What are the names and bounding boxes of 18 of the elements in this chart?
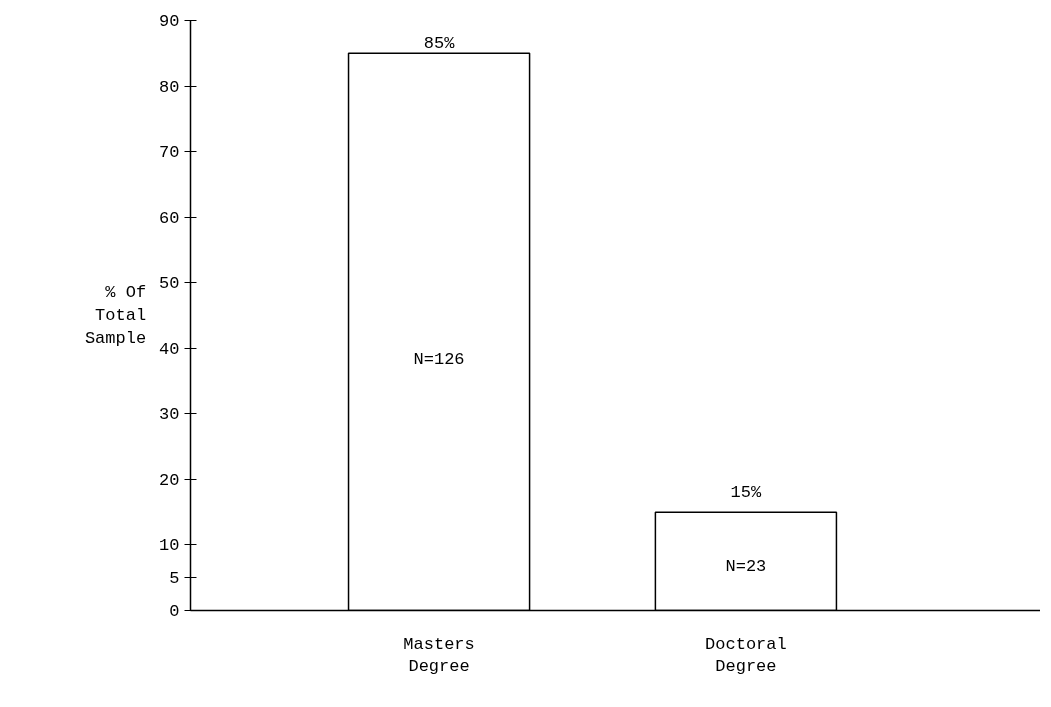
x-tick-label: Doctoral Degree: [705, 634, 787, 677]
y-tick-label: 10: [159, 536, 180, 556]
data-label: 85%: [423, 34, 456, 54]
y-tick-label: 70: [159, 143, 180, 163]
y-tick-label: 30: [159, 405, 180, 425]
y-tick-label: 50: [159, 274, 180, 294]
y-tick-label: 80: [159, 77, 180, 97]
y-tick-label: 5: [169, 569, 180, 589]
annotation: N=23: [725, 556, 767, 576]
y-tick-label: 60: [159, 208, 180, 228]
y-tick-label: 40: [159, 339, 180, 359]
y-tick-label: 0: [169, 602, 180, 621]
y-axis-title: % Of Total Sample: [84, 283, 147, 348]
annotation: N=126: [413, 350, 465, 370]
y-tick-label: 90: [159, 12, 180, 31]
data-label: 15%: [730, 483, 763, 503]
x-tick-label: Masters Degree: [403, 634, 475, 677]
y-tick-label: 20: [159, 470, 180, 490]
